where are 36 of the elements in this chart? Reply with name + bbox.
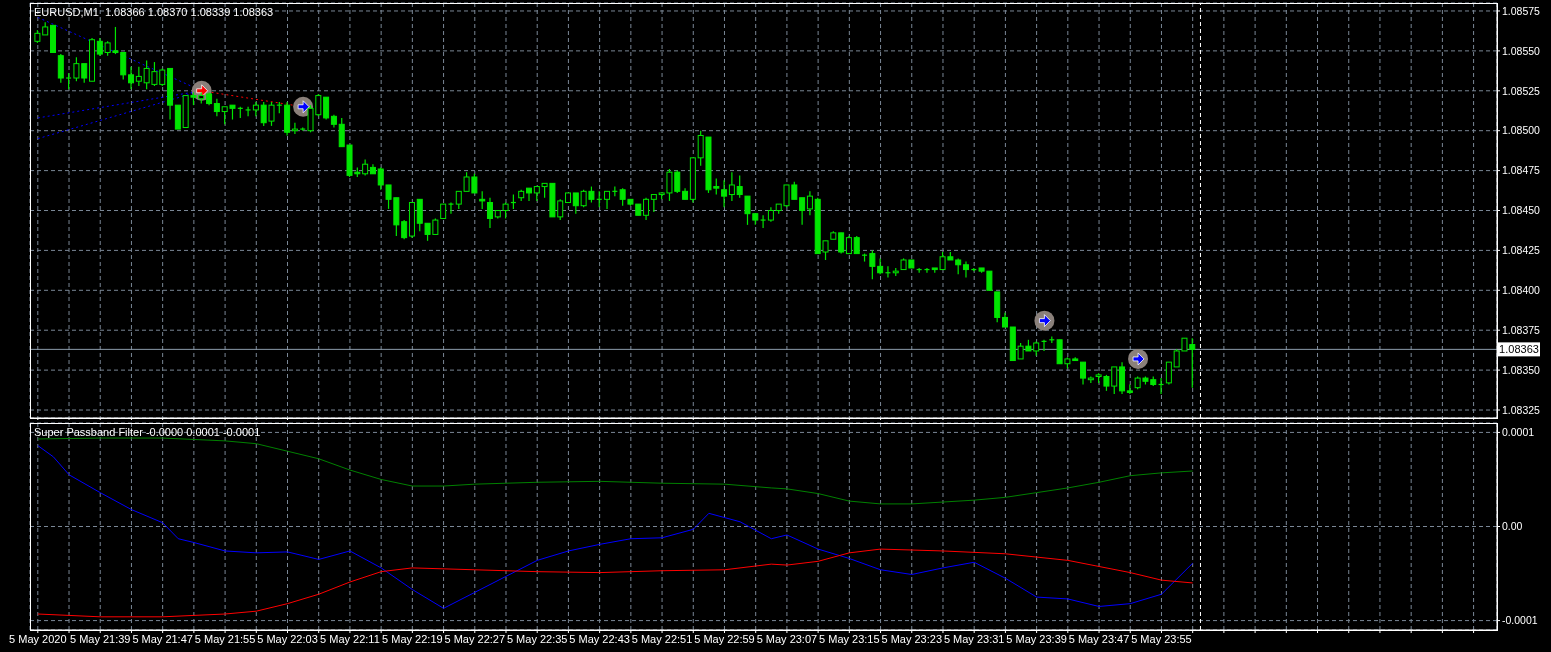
y-tick-label: 1.08525 (1502, 84, 1541, 97)
x-tick-label: 5 May 23:55 (1131, 632, 1192, 645)
y-tick-label: 0.0001 (1502, 426, 1535, 439)
y-tick-label: 1.08500 (1502, 124, 1541, 137)
y-tick-label: 1.08400 (1502, 284, 1541, 297)
y-tick-label: -0.0001 (1502, 614, 1538, 627)
x-tick-label: 5 May 23:15 (819, 632, 880, 645)
x-tick-label: 5 May 21:55 (194, 632, 256, 645)
x-tick-label: 5 May 23:23 (881, 632, 943, 645)
y-tick-label: 0.00 (1502, 520, 1523, 533)
x-tick-label: 5 May 22:51 (631, 632, 693, 645)
x-tick-label: 5 May 22:19 (382, 632, 443, 645)
ref-line-label: 1.08363 (1499, 343, 1539, 356)
y-tick-label: 1.08375 (1502, 323, 1541, 336)
x-tick-label: 5 May 22:59 (694, 632, 755, 645)
x-tick-label: 5 May 21:47 (132, 632, 193, 645)
y-tick-label: 1.08575 (1502, 4, 1541, 17)
y-tick-label: 1.08450 (1502, 204, 1541, 217)
x-tick-label: 5 May 22:27 (444, 632, 506, 645)
x-tick-label: 5 May 23:07 (756, 632, 818, 645)
x-tick-label: 5 May 22:43 (569, 632, 630, 645)
chart-title: EURUSD,M1 1.08366 1.08370 1.08339 1.08363 (34, 6, 274, 18)
y-tick-label: 1.08325 (1502, 403, 1541, 416)
x-tick-label: 5 May 22:35 (506, 632, 568, 645)
x-tick-label: 5 May 21:39 (69, 632, 131, 645)
x-tick-label: 5 May 23:47 (1068, 632, 1130, 645)
y-tick-label: 1.08350 (1502, 363, 1541, 376)
x-tick-label: 5 May 22:11 (320, 632, 380, 645)
x-tick-label: 5 May 2020 (9, 632, 67, 645)
chart-title: Super Passband Filter -0.0000 0.0001 -0.0001 (34, 426, 261, 438)
y-tick-label: 1.08475 (1502, 164, 1541, 177)
x-tick-label: 5 May 23:31 (943, 632, 1005, 645)
x-tick-label: 5 May 23:39 (1006, 632, 1067, 645)
y-tick-label: 1.08550 (1502, 44, 1541, 57)
y-tick-label: 1.08425 (1502, 244, 1541, 257)
x-tick-label: 5 May 22:03 (257, 632, 318, 645)
